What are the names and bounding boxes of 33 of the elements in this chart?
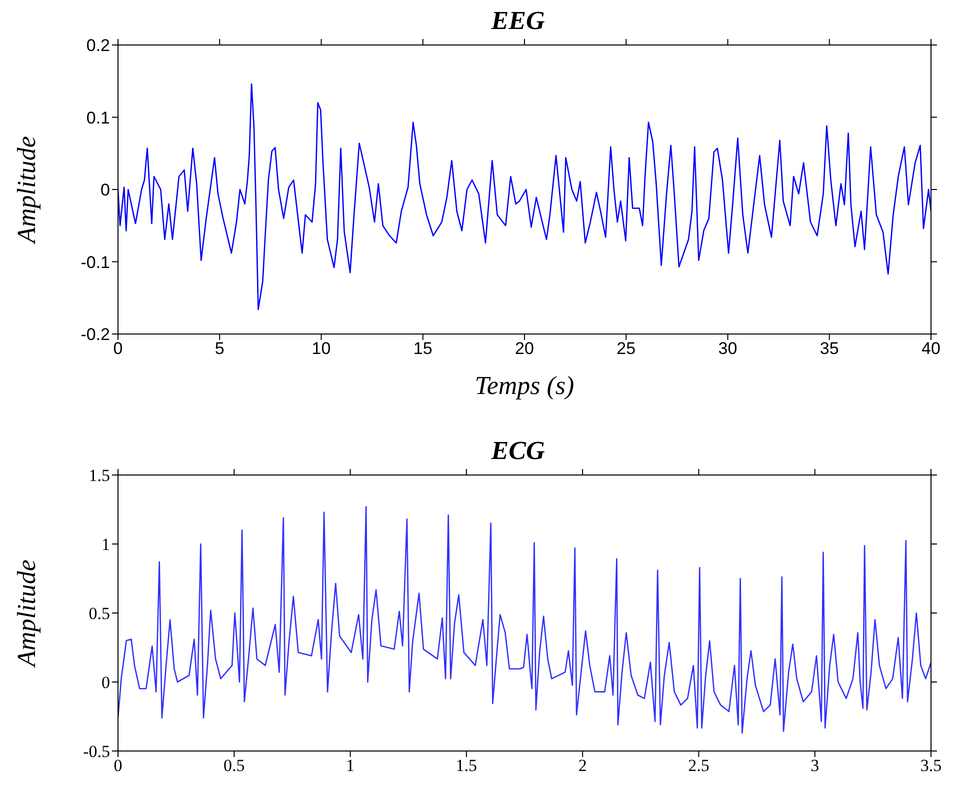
y-tick-label: 1 [102,535,110,554]
y-tick-label: 0 [100,180,110,200]
x-tick-label: 2 [578,756,587,776]
y-tick-label: 0.2 [86,36,110,56]
y-tick-label: -0.1 [80,252,110,272]
y-tick-label: 1.5 [88,466,110,486]
x-tick-label: 10 [312,339,331,358]
x-tick-label: 1.5 [456,756,478,776]
x-tick-label: 3 [810,756,820,776]
x-tick-label: 0 [114,756,122,776]
y-tick-label: 0.5 [88,604,110,624]
x-tick-label: 40 [922,339,940,358]
y-tick-label: 0 [102,673,110,692]
x-tick-label: 0.5 [224,756,245,776]
x-tick-label: 3.5 [920,756,942,776]
x-tick-label: 30 [718,339,738,358]
chart-title: EEG [490,6,546,35]
y-axis-title: Amplitude [12,136,42,245]
x-tick-label: 35 [820,339,839,358]
x-axis-title: Temps (s) [474,371,574,400]
y-axis-title: Amplitude [12,560,42,668]
x-tick-label: 15 [413,339,432,358]
x-tick-label: 25 [616,339,636,358]
line-series [118,83,931,310]
x-tick-label: 20 [515,339,534,358]
y-tick-label: 0.1 [86,108,110,128]
x-tick-label: 5 [214,339,224,358]
x-tick-label: 2.5 [688,756,710,776]
y-tick-label: -0.2 [80,325,110,344]
chart-title: ECG [490,436,546,465]
x-tick-label: 1 [346,756,355,776]
line-series [118,506,931,734]
y-tick-label: -0.5 [83,742,110,762]
